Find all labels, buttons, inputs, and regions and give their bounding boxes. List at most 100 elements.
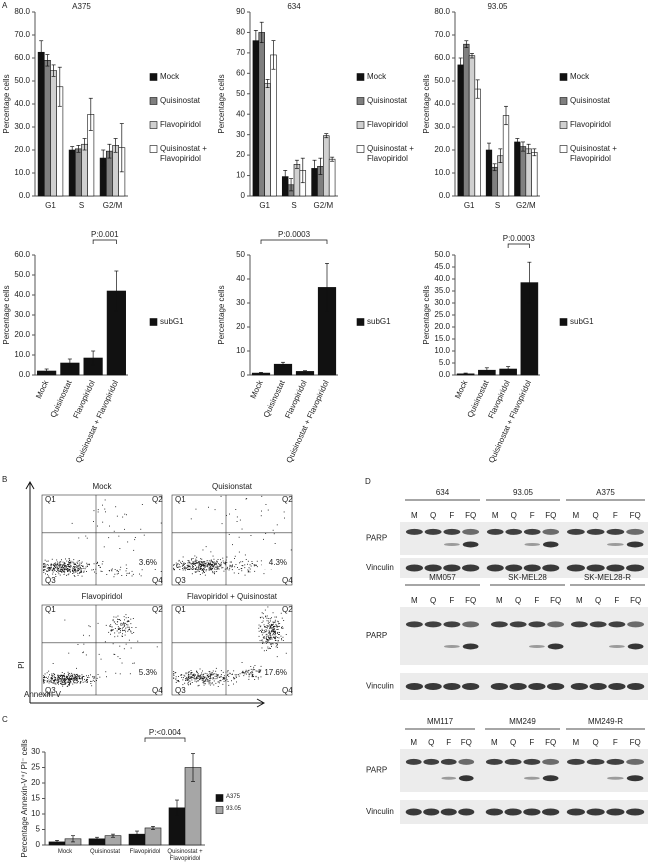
event-dot	[208, 563, 210, 565]
event-dot	[58, 565, 60, 567]
event-dot	[64, 568, 65, 570]
event-dot	[178, 676, 179, 677]
event-dot	[213, 572, 215, 574]
event-dot	[58, 681, 60, 682]
event-dot	[93, 521, 94, 522]
error-bar	[294, 159, 299, 169]
y-tick-label: 60.0	[14, 53, 30, 62]
y-tick-label: 40	[236, 109, 245, 118]
event-dot	[193, 566, 194, 567]
event-dot	[266, 633, 268, 635]
event-dot	[72, 675, 74, 677]
event-dot	[273, 533, 275, 535]
significance-label: P:<0.004	[149, 728, 182, 737]
event-dot	[179, 566, 181, 568]
error-bar	[82, 138, 87, 151]
event-dot	[184, 675, 186, 677]
event-dot	[225, 680, 226, 682]
event-dot	[173, 564, 175, 566]
event-dot	[222, 671, 224, 673]
event-dot	[66, 568, 68, 570]
x-tick-label: G1	[464, 201, 475, 210]
event-dot	[210, 674, 212, 676]
event-dot	[212, 563, 214, 565]
event-dot	[227, 674, 229, 676]
event-dot	[192, 675, 194, 677]
event-dot	[61, 571, 62, 572]
y-tick-label: 10	[31, 809, 40, 818]
event-dot	[236, 674, 238, 676]
event-dot	[93, 510, 95, 512]
y-tick-label: 40.0	[14, 99, 30, 108]
event-dot	[132, 618, 134, 619]
event-dot	[212, 677, 214, 678]
event-dot	[49, 567, 51, 569]
event-dot	[63, 675, 65, 676]
event-dot	[91, 681, 93, 682]
event-dot	[130, 618, 132, 620]
event-dot	[273, 629, 275, 631]
event-dot	[205, 679, 207, 681]
event-dot	[203, 677, 205, 679]
event-dot	[127, 620, 129, 622]
event-dot	[220, 674, 222, 675]
legend-swatch	[149, 318, 158, 326]
event-dot	[274, 628, 276, 630]
event-dot	[83, 567, 85, 569]
x-tick-label: G2/M	[516, 201, 536, 210]
event-dot	[199, 676, 201, 677]
event-dot	[64, 571, 66, 572]
event-dot	[69, 681, 71, 683]
event-dot	[200, 558, 202, 560]
event-dot	[68, 679, 70, 681]
event-dot	[123, 616, 125, 618]
event-dot	[55, 683, 57, 685]
event-dot	[70, 682, 72, 684]
event-dot	[250, 673, 252, 675]
error-bar	[330, 156, 335, 162]
event-dot	[68, 674, 70, 676]
error-bar	[498, 148, 503, 163]
event-dot	[267, 640, 269, 642]
event-dot	[283, 620, 285, 621]
event-dot	[214, 566, 216, 568]
event-dot	[192, 561, 194, 563]
significance-label: P:0.001	[91, 230, 119, 239]
event-dot	[173, 569, 175, 571]
event-dot	[67, 564, 69, 565]
event-dot	[261, 495, 263, 497]
event-dot	[86, 675, 87, 677]
event-dot	[269, 635, 271, 637]
event-dot	[244, 564, 246, 566]
event-dot	[50, 681, 52, 683]
event-dot	[226, 675, 228, 676]
event-dot	[214, 564, 216, 566]
lane-label: F	[534, 596, 539, 605]
event-dot	[268, 632, 270, 634]
significance-label: P:0.0003	[278, 230, 311, 239]
event-dot	[192, 569, 193, 570]
y-tick-label: 50.0	[14, 76, 30, 85]
event-dot	[211, 565, 213, 567]
y-tick-label: 30.0	[14, 310, 30, 319]
event-dot	[180, 563, 182, 564]
event-dot	[65, 678, 67, 680]
lane-label: F	[449, 596, 454, 605]
event-dot	[110, 629, 112, 631]
event-dot	[277, 626, 279, 627]
event-dot	[61, 569, 63, 571]
bar	[37, 51, 45, 197]
event-dot	[52, 569, 54, 571]
event-dot	[224, 677, 225, 679]
event-dot	[200, 567, 202, 569]
event-dot	[173, 564, 175, 565]
event-dot	[121, 628, 123, 630]
event-dot	[114, 632, 116, 634]
error-bar	[470, 53, 474, 59]
event-dot	[182, 560, 183, 562]
error-bar	[526, 143, 531, 154]
event-dot	[66, 675, 67, 677]
event-dot	[55, 573, 57, 575]
event-dot	[188, 569, 189, 570]
event-dot	[189, 676, 191, 678]
